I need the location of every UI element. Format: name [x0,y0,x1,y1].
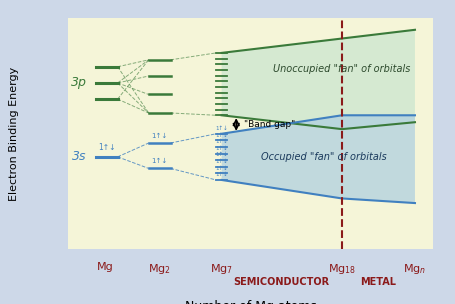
Text: SEMICONDUCTOR: SEMICONDUCTOR [233,277,329,287]
Polygon shape [221,30,414,129]
Text: "Band gap": "Band gap" [243,120,294,129]
Text: Electron Binding Energy: Electron Binding Energy [9,67,19,201]
Text: Number of Mg atoms: Number of Mg atoms [184,300,316,304]
Text: 1↑↓: 1↑↓ [215,126,228,131]
Text: 1↑↓: 1↑↓ [151,133,167,139]
Text: 1↑↓: 1↑↓ [215,139,228,144]
Text: Occupied "fan" of orbitals: Occupied "fan" of orbitals [260,152,386,162]
Text: 1↑↓: 1↑↓ [215,166,228,171]
Text: 1↑↓: 1↑↓ [215,146,228,151]
Text: 1↑↓: 1↑↓ [215,152,228,157]
Text: 1↑↓: 1↑↓ [215,159,228,164]
Text: 3s: 3s [72,150,86,163]
Text: 1↑↓: 1↑↓ [215,172,228,177]
Text: Mg$_n$: Mg$_n$ [403,262,425,276]
Text: Mg$_7$: Mg$_7$ [210,262,233,276]
Text: 1↑↓: 1↑↓ [215,133,228,138]
Text: Mg$_{18}$: Mg$_{18}$ [327,262,355,276]
Text: 3p: 3p [71,76,86,89]
Polygon shape [221,115,414,203]
Text: 1↑↓: 1↑↓ [98,143,115,152]
Text: Mg: Mg [96,262,113,272]
Text: Unoccupied "fan" of orbitals: Unoccupied "fan" of orbitals [273,64,410,74]
Text: Mg$_2$: Mg$_2$ [148,262,171,276]
Text: 1↑↓: 1↑↓ [151,158,167,164]
Text: METAL: METAL [360,277,395,287]
